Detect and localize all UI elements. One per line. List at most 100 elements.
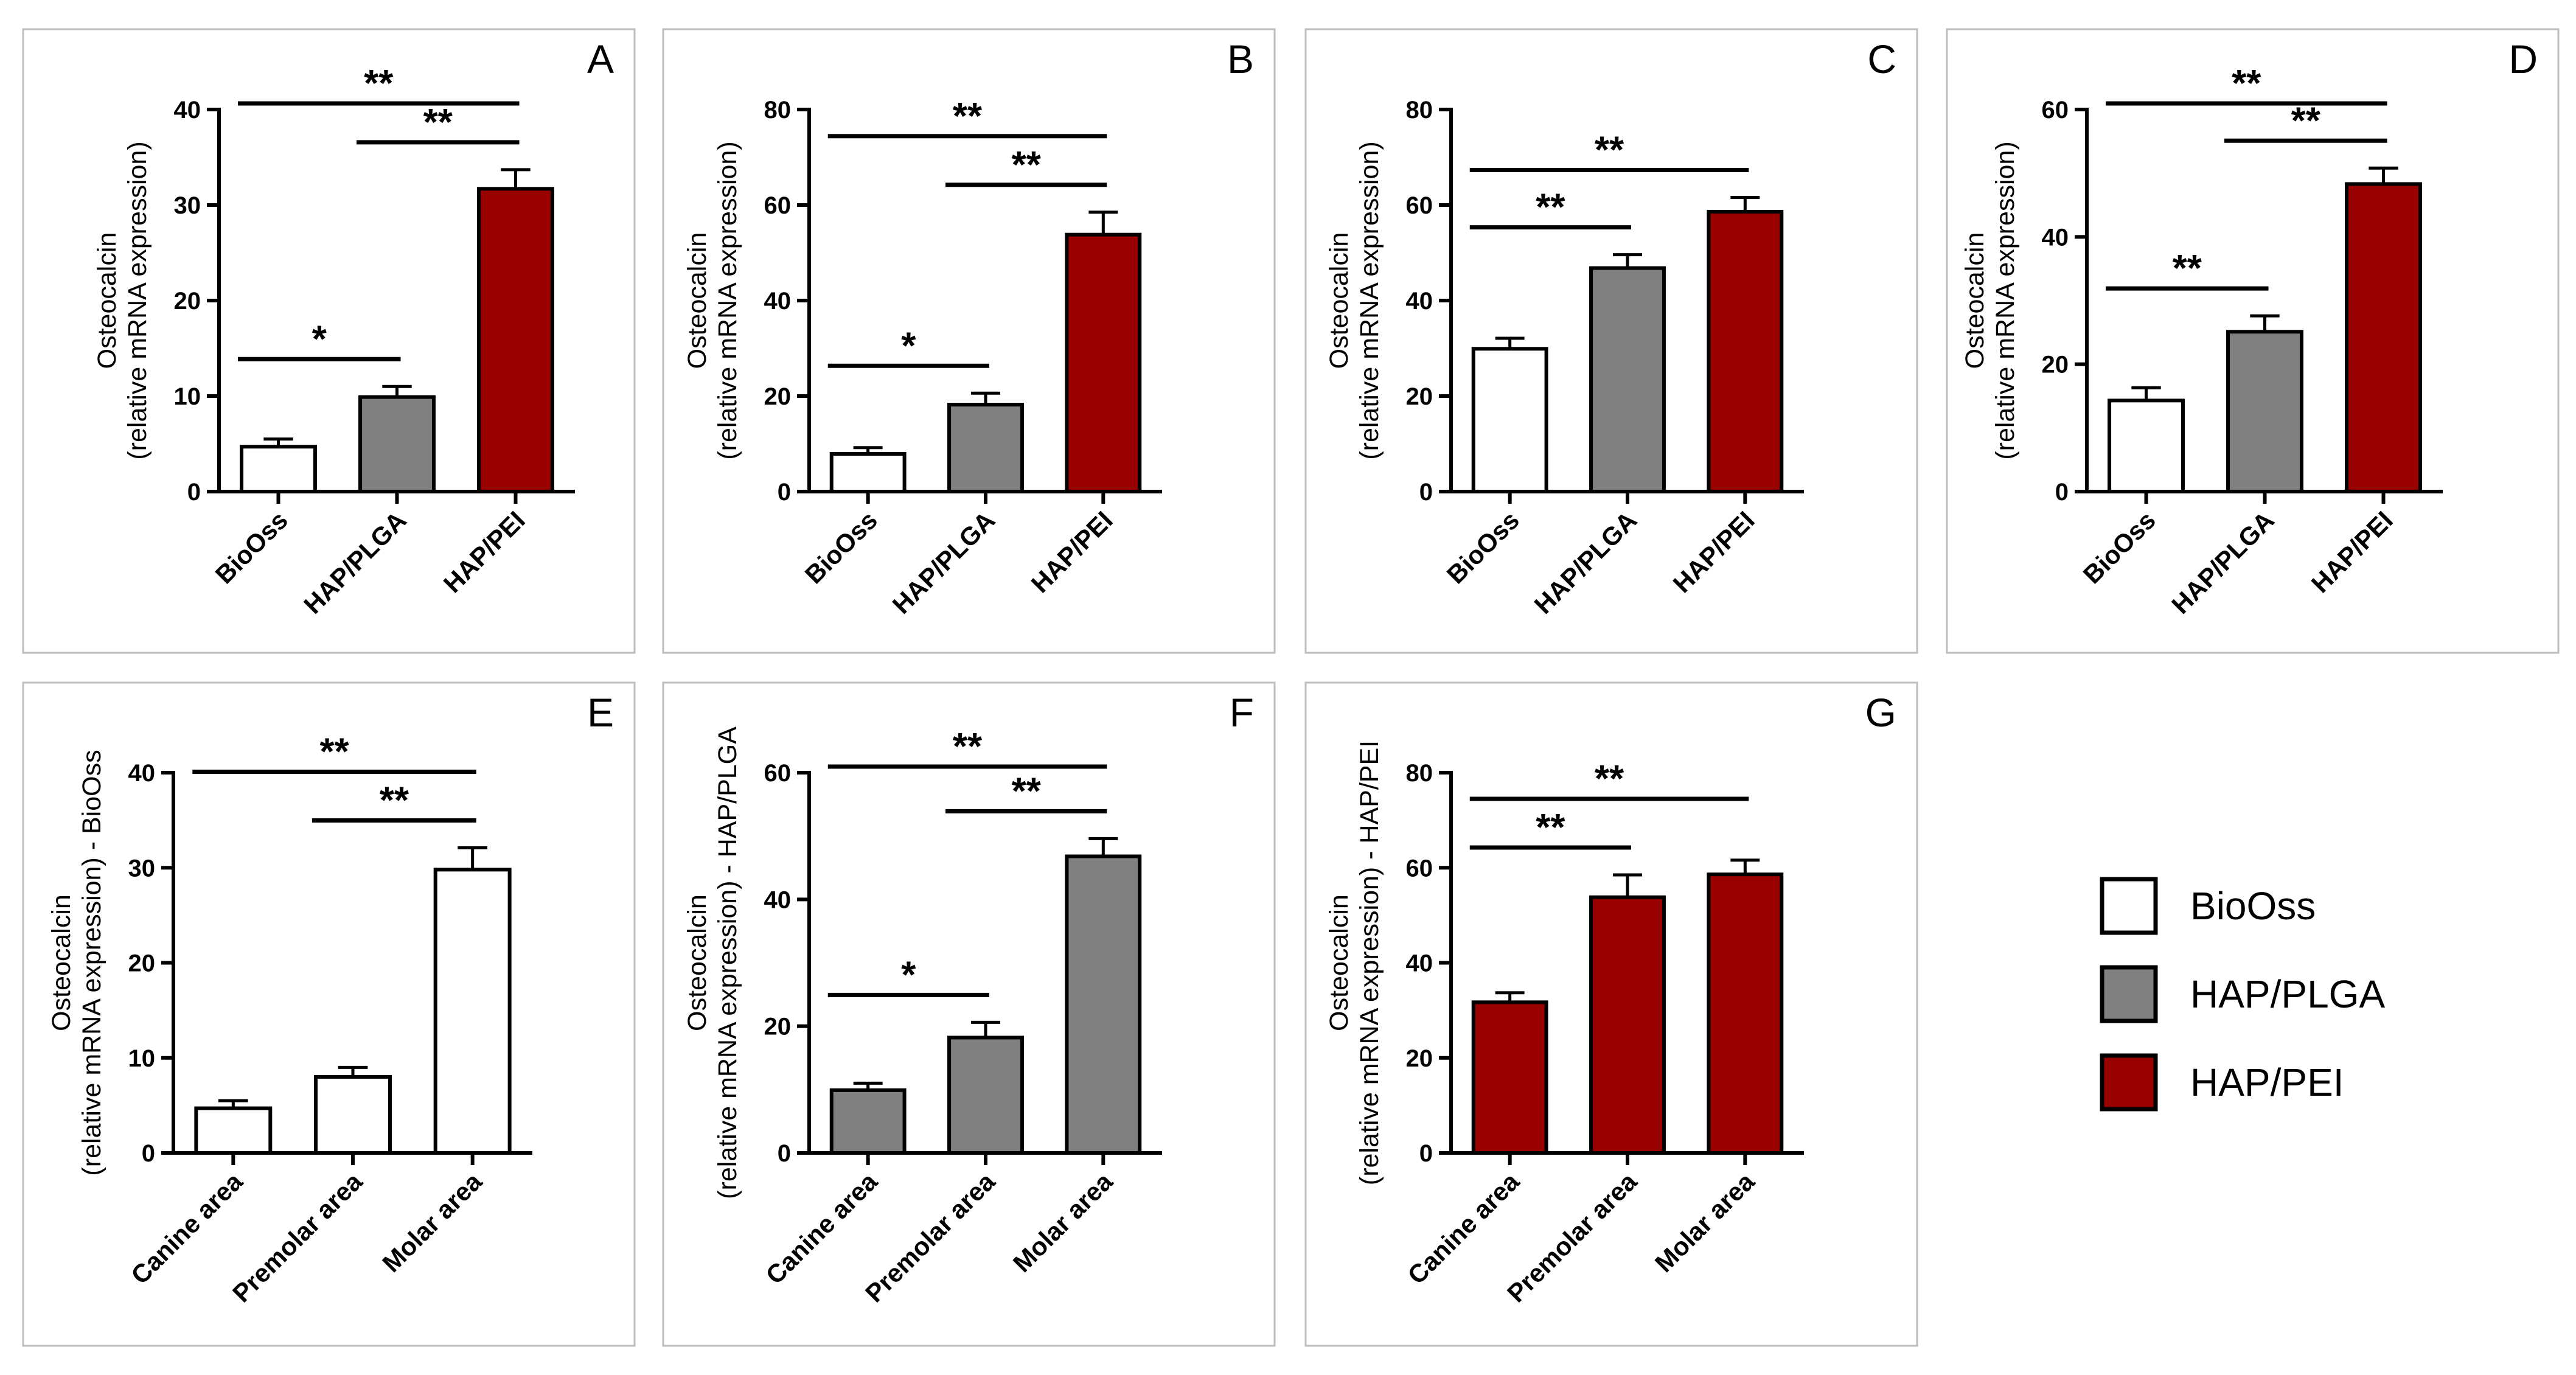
legend-swatch: [2100, 965, 2158, 1023]
y-axis-label: Osteocalcin: [47, 894, 76, 1031]
panel-letter: C: [1867, 37, 1896, 82]
y-tick-label: 0: [2055, 479, 2069, 506]
significance-label: **: [1595, 758, 1624, 800]
panel-letter: D: [2508, 37, 2538, 82]
bar: [947, 403, 1024, 493]
significance-label: **: [1012, 770, 1042, 812]
y-tick-label: 80: [764, 97, 792, 124]
y-tick-label: 0: [187, 479, 201, 506]
y-axis-label: Osteocalcin: [1960, 232, 1989, 369]
y-tick-label: 0: [1419, 479, 1433, 506]
panel-c: C 0 20 40 60 80 Osteocalcin (relative mRNA expr…: [1304, 28, 1918, 654]
x-tick-label: HAP/PLGA: [1529, 506, 1643, 619]
y-tick-label: 40: [1406, 950, 1433, 977]
y-tick-label: 60: [1406, 192, 1433, 219]
panel-frame: [1946, 28, 2560, 654]
panel-f: F 0 20 40 60 Osteocalcin (relative mRNA expres…: [662, 681, 1276, 1347]
bar: [433, 868, 512, 1155]
y-tick-label: 20: [1406, 383, 1433, 410]
significance-label: **: [2173, 248, 2202, 290]
panel-d: D 0 20 40 60 Osteocalcin (relative mRNA expres…: [1946, 28, 2560, 654]
bar: [947, 1036, 1024, 1155]
legend: BioOss HAP/PLGA HAP/PEI: [2100, 877, 2385, 1112]
legend-swatch: [2100, 877, 2158, 935]
significance-label: **: [1595, 129, 1624, 171]
y-axis-label: (relative mRNA expression): [713, 141, 742, 459]
x-tick-label: BioOss: [1441, 506, 1525, 589]
panel-a: A 0 10 20 30 40 Osteocalcin (relative mRNA expr…: [22, 28, 636, 654]
y-tick-label: 60: [2042, 97, 2069, 124]
bar: [1707, 872, 1784, 1155]
panel-frame: [22, 28, 636, 654]
bar: [2345, 182, 2422, 493]
panel-letter: F: [1230, 690, 1254, 735]
significance-label: **: [319, 731, 349, 773]
y-axis-label: (relative mRNA expression): [123, 141, 152, 459]
bar: [2108, 399, 2185, 493]
y-tick-label: 40: [764, 886, 792, 913]
panel-frame: [662, 681, 1276, 1347]
bar: [358, 395, 436, 493]
significance-label: **: [1012, 144, 1042, 186]
bar: [1707, 209, 1784, 493]
y-tick-label: 0: [142, 1140, 155, 1167]
y-tick-label: 20: [128, 950, 156, 977]
y-tick-label: 20: [2042, 352, 2069, 378]
y-tick-label: 0: [1419, 1140, 1433, 1167]
x-tick-label: HAP/PEI: [1026, 506, 1118, 598]
bar: [1471, 347, 1548, 493]
x-tick-label: HAP/PEI: [438, 506, 531, 598]
x-tick-label: HAP/PLGA: [298, 506, 412, 619]
significance-label: **: [1536, 187, 1565, 229]
y-tick-label: 40: [2042, 224, 2069, 251]
legend-label: BioOss: [2190, 884, 2316, 928]
bar: [194, 1106, 273, 1155]
x-tick-label: Premolar area: [227, 1167, 368, 1308]
panel-frame: [1304, 28, 1918, 654]
x-tick-label: BioOss: [2078, 506, 2161, 589]
y-tick-label: 30: [128, 855, 156, 882]
y-tick-label: 10: [128, 1045, 156, 1072]
panel-letter: G: [1865, 690, 1896, 735]
y-tick-label: 0: [778, 1140, 791, 1167]
bar: [477, 187, 554, 493]
x-tick-label: HAP/PLGA: [2166, 506, 2280, 619]
panel-frame: [1304, 681, 1918, 1347]
significance-label: **: [953, 726, 983, 768]
y-tick-label: 60: [764, 760, 792, 787]
y-axis-label: (relative mRNA expression): [1355, 141, 1384, 459]
y-tick-label: 20: [174, 288, 201, 315]
bar: [1589, 266, 1666, 493]
y-axis-label: Osteocalcin: [92, 232, 122, 369]
y-tick-label: 40: [174, 97, 201, 124]
x-tick-label: Canine area: [760, 1167, 883, 1290]
legend-swatch: [2100, 1053, 2158, 1112]
significance-label: *: [901, 954, 916, 996]
y-axis-label: Osteocalcin: [1325, 232, 1354, 369]
y-axis-label: (relative mRNA expression) - HAP/PEI: [1355, 740, 1384, 1185]
significance-label: **: [953, 96, 983, 138]
legend-label: HAP/PLGA: [2190, 972, 2385, 1016]
y-tick-label: 0: [778, 479, 791, 506]
y-axis-label: Osteocalcin: [683, 232, 712, 369]
bar: [1065, 854, 1142, 1155]
bar: [1471, 1000, 1548, 1155]
significance-label: **: [423, 102, 453, 144]
significance-label: *: [312, 318, 327, 360]
significance-label: *: [901, 325, 916, 367]
significance-label: **: [2232, 63, 2261, 105]
x-tick-label: HAP/PLGA: [887, 506, 1001, 619]
y-tick-label: 80: [1406, 760, 1433, 787]
y-axis-label: (relative mRNA expression) - HAP/PLGA: [713, 726, 742, 1199]
y-axis-label: (relative mRNA expression): [1991, 141, 2020, 459]
bar: [829, 1088, 907, 1155]
y-tick-label: 20: [764, 1014, 792, 1040]
panel-letter: A: [587, 37, 614, 82]
x-tick-label: HAP/PEI: [1668, 506, 1760, 598]
bar: [829, 451, 907, 493]
x-tick-label: Canine area: [125, 1167, 248, 1290]
y-tick-label: 10: [174, 383, 201, 410]
panel-e: E 0 10 20 30 40 Osteocalcin (relative mRNA expr…: [22, 681, 636, 1347]
panel-b: B 0 20 40 60 80 Osteocalcin (relative mRNA expr…: [662, 28, 1276, 654]
